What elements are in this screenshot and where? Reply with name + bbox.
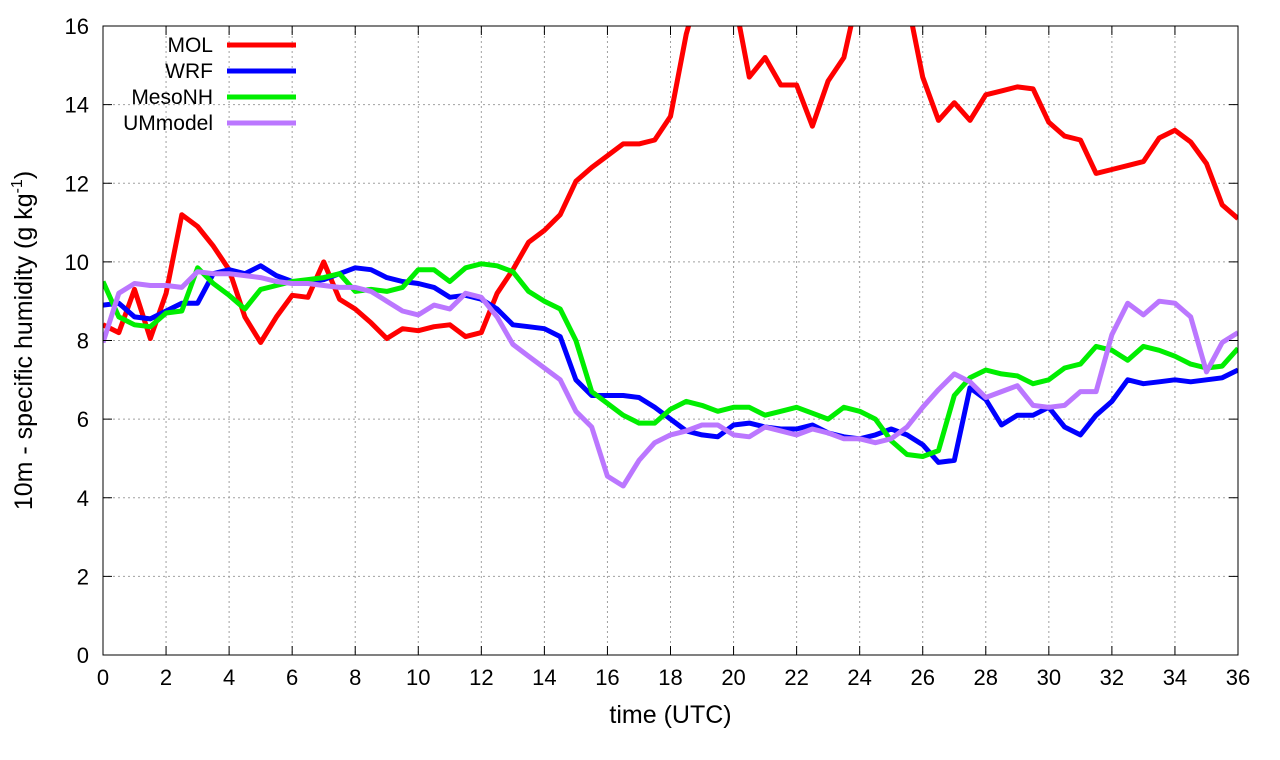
x-tick-label: 14 [532,665,556,690]
y-axis-title-close: ) [10,171,38,179]
y-tick-label: 0 [77,643,89,668]
x-tick-label: 22 [784,665,808,690]
x-tick-label: 0 [97,665,109,690]
y-tick-label: 2 [77,564,89,589]
legend: MOL WRF MesoNH UMmodel [123,34,296,135]
x-tick-labels: 0 2 4 6 8 10 12 14 16 18 20 22 24 26 28 30 32 34 36 [97,665,1250,690]
x-tick-label: 16 [595,665,619,690]
legend-label-wrf: WRF [165,60,213,83]
x-tick-label: 4 [223,665,235,690]
x-tick-label: 24 [847,665,871,690]
x-tick-label: 30 [1037,665,1061,690]
legend-label-ummodel: UMmodel [123,112,213,135]
x-tick-label: 36 [1226,665,1250,690]
x-tick-label: 6 [286,665,298,690]
axis-ticks [102,25,1239,656]
x-tick-label: 12 [469,665,493,690]
x-tick-label: 10 [406,665,430,690]
x-tick-label: 28 [974,665,998,690]
legend-label-mol: MOL [167,34,213,57]
grid [103,26,1238,655]
x-tick-label: 2 [160,665,172,690]
x-tick-label: 8 [349,665,361,690]
x-tick-label: 32 [1100,665,1124,690]
y-tick-label: 8 [77,329,89,354]
y-tick-label: 16 [65,14,89,39]
y-tick-labels: 0 2 4 6 8 10 12 14 16 [65,14,89,668]
series-layer [103,26,1238,489]
x-tick-label: 18 [658,665,682,690]
y-axis-title: 10m - specific humidity (g kg-1) [9,171,38,510]
x-tick-label: 26 [910,665,934,690]
y-tick-label: 6 [77,407,89,432]
y-axis-title-main: 10m - specific humidity (g kg [10,193,38,510]
series-line-mol [103,26,1238,345]
x-tick-label: 34 [1163,665,1187,690]
y-tick-label: 10 [65,250,89,275]
y-axis-title-unit-superscript: -1 [9,179,26,193]
y-tick-label: 14 [65,93,89,118]
y-tick-label: 4 [77,486,89,511]
x-axis-title: time (UTC) [609,701,731,729]
x-tick-label: 20 [721,665,745,690]
y-tick-label: 12 [65,171,89,196]
series-line-ummodel [103,269,1238,489]
legend-label-mesonh: MesoNH [131,86,213,109]
